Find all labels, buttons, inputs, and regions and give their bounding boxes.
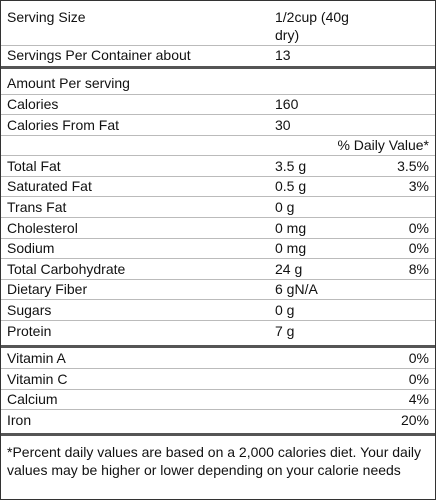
divider — [1, 368, 435, 370]
row-value: 1/2cup (40g — [275, 9, 349, 25]
row-label: Protein — [7, 322, 52, 339]
thick-divider — [1, 345, 435, 349]
row-amount: 0 g — [275, 199, 295, 215]
divider — [1, 409, 435, 411]
row-dv: 0% — [408, 370, 429, 387]
section-header: Amount Per serving — [7, 75, 130, 91]
row-amount: 24 g — [275, 260, 303, 277]
row-label: Dietary Fiber — [7, 281, 88, 298]
row-value: dry) — [275, 27, 300, 43]
footnote: *Percent daily values are based on a 2,0… — [7, 443, 422, 478]
row-label: Total Fat — [7, 157, 61, 174]
row-label: Serving Size — [7, 9, 86, 25]
divider — [1, 237, 435, 239]
row-amount: 0 mg — [275, 240, 307, 257]
row-label: Sugars — [7, 302, 52, 318]
row-amount: 160 — [275, 96, 299, 112]
divider — [1, 134, 435, 136]
thick-divider — [1, 432, 435, 436]
row-dv: 0% — [408, 240, 429, 257]
row-amount: 0 g — [275, 302, 295, 318]
row-dv: 3% — [408, 178, 429, 195]
divider — [1, 114, 435, 115]
divider — [1, 217, 435, 218]
dv-header: % Daily Value* — [337, 137, 429, 154]
row-dv: 3.5% — [397, 157, 429, 174]
row-value: 13 — [275, 47, 291, 63]
row-label: Sodium — [7, 240, 55, 257]
row-label: Saturated Fat — [7, 178, 92, 195]
row-label: Calories From Fat — [7, 116, 120, 133]
row-label: Vitamin C — [7, 370, 68, 387]
row-amount: 3.5 g — [275, 157, 307, 174]
divider — [1, 388, 435, 390]
divider — [1, 94, 435, 95]
thick-divider — [1, 66, 435, 69]
row-label: Vitamin A — [7, 350, 66, 367]
row-amount: 7 g — [275, 322, 295, 339]
row-amount: 0.5 g — [275, 178, 307, 195]
row-dv: 20% — [400, 412, 429, 428]
row-label: Calcium — [7, 391, 58, 408]
row-amount: 6 gN/A — [275, 281, 318, 298]
row-amount: 30 — [275, 116, 291, 133]
row-label: Total Carbohydrate — [7, 260, 126, 277]
row-label: Trans Fat — [7, 199, 67, 215]
row-dv: 0% — [408, 219, 429, 236]
divider — [1, 196, 435, 198]
divider — [1, 175, 435, 177]
row-label: Calories — [7, 96, 59, 112]
row-dv: 0% — [408, 350, 429, 367]
row-amount: 0 mg — [275, 219, 307, 236]
row-label: Servings Per Container about — [7, 47, 191, 63]
divider — [1, 320, 435, 321]
divider — [1, 258, 435, 260]
divider — [1, 45, 435, 46]
row-dv: 4% — [408, 391, 429, 408]
row-label: Cholesterol — [7, 219, 78, 236]
row-dv: 8% — [408, 260, 429, 277]
divider — [1, 278, 435, 280]
row-label: Iron — [7, 412, 32, 428]
divider — [1, 299, 435, 301]
divider — [1, 155, 435, 157]
